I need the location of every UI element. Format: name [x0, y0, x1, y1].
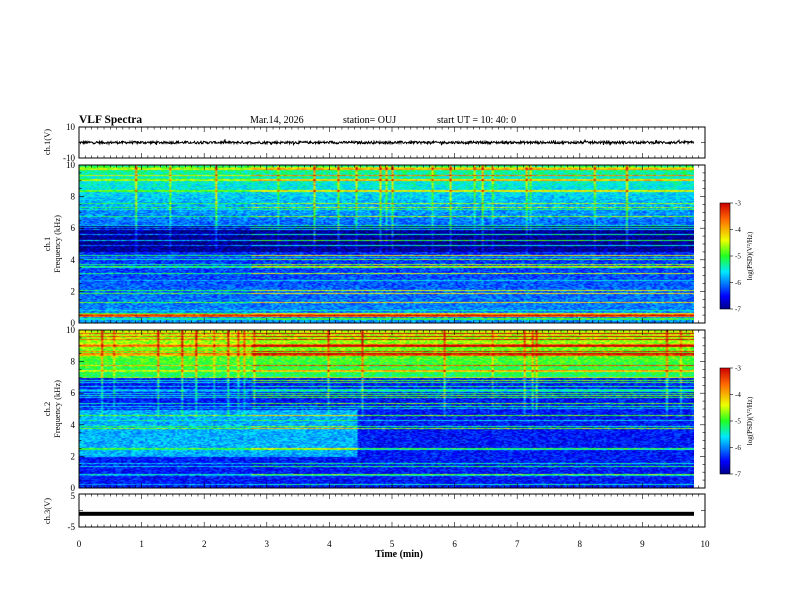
colorbar-tick-label: -4: [735, 391, 741, 399]
ch2-spectrogram-ylabel: ch.2: [42, 402, 52, 416]
ch1-spectrogram-ylabel: ch.1: [42, 237, 52, 251]
ch3-waveform-panel: 5 -5 ch.3(V): [42, 491, 706, 532]
ch2-spectrogram-ticks: [78, 329, 706, 489]
frequency-tick-label: 8: [71, 357, 76, 367]
ch3-waveform-trace: [79, 511, 694, 516]
time-tick-label: 5: [390, 539, 395, 549]
ch1-frequency-axis-label: Frequency (kHz): [52, 215, 62, 273]
time-tick-label: 7: [515, 539, 520, 549]
ch3-ytick-top: 5: [71, 491, 76, 501]
ch2-frequency-tick-labels: 0 2 4 6 8 10: [66, 325, 76, 493]
colorbar-tick-label: -6: [735, 444, 741, 452]
start-time-label: start UT = 10: 40: 0: [437, 115, 516, 126]
ch2-spectrogram-image: [79, 330, 694, 488]
colorbar-tick-label: -3: [735, 365, 741, 373]
frequency-tick-label: 10: [66, 325, 76, 335]
frequency-tick-label: 6: [71, 223, 76, 233]
frequency-tick-label: 6: [71, 388, 76, 398]
time-tick-labels: 0 1 2 3 4 5 6 7 8 9 10: [77, 539, 710, 549]
time-axis-label: Time (min): [375, 549, 423, 560]
time-tick-label: 8: [578, 539, 583, 549]
ch3-ylabel: ch.3(V): [42, 498, 52, 524]
ch1-colorbar: [719, 202, 731, 310]
station-label: station= OUJ: [343, 115, 396, 126]
ch1-frequency-tick-labels: 0 2 4 6 8 10: [66, 160, 76, 328]
ch1-ytick-top: 10: [66, 122, 76, 132]
ch1-spectrogram-ticks: [78, 164, 706, 324]
colorbar-tick-label: -4: [735, 226, 741, 234]
frequency-tick-label: 4: [71, 255, 76, 265]
colorbar-tick-label: -5: [735, 418, 741, 426]
ch2-frequency-axis-label: Frequency (kHz): [52, 380, 62, 438]
time-tick-label: 3: [265, 539, 270, 549]
frequency-tick-label: 10: [66, 160, 76, 170]
ch2-colorbar-label: log(PSD)(V²/Hz): [746, 396, 754, 445]
time-tick-label: 6: [452, 539, 457, 549]
figure-title: VLF Spectra: [79, 114, 142, 126]
time-tick-label: 2: [202, 539, 207, 549]
frequency-tick-label: 0: [71, 483, 76, 493]
time-tick-label: 10: [701, 539, 711, 549]
ch1-axis-ticks: [78, 127, 706, 158]
ch1-spectrogram-image: [79, 165, 694, 323]
date-label: Mar.14, 2026: [250, 115, 304, 126]
frequency-tick-label: 2: [71, 451, 76, 461]
time-tick-label: 1: [139, 539, 144, 549]
ch2-colorbar-ticks: -3 -4 -5 -6 -7: [730, 365, 741, 479]
ch1-ytick-bottom: -10: [63, 153, 75, 163]
ch1-waveform-trace: [78, 138, 695, 147]
colorbar-tick-label: -6: [735, 279, 741, 287]
ch1-colorbar-label: log(PSD)(V²/Hz): [746, 231, 754, 280]
time-tick-label: 9: [640, 539, 645, 549]
frequency-tick-label: 4: [71, 420, 76, 430]
time-tick-label: 4: [327, 539, 332, 549]
frequency-tick-label: 8: [71, 192, 76, 202]
ch1-ylabel: ch.1(V): [42, 129, 52, 155]
ch1-waveform-panel: 10 -10 ch.1(V): [42, 122, 706, 163]
frequency-tick-label: 2: [71, 286, 76, 296]
ch2-colorbar: [719, 367, 731, 475]
frequency-tick-label: 0: [71, 318, 76, 328]
ch1-colorbar-ticks: -3 -4 -5 -6 -7: [730, 200, 741, 314]
colorbar-tick-label: -3: [735, 200, 741, 208]
colorbar-tick-label: -7: [735, 471, 741, 479]
colorbar-tick-label: -7: [735, 306, 741, 314]
ch3-axis-ticks: [78, 494, 706, 527]
time-tick-label: 0: [77, 539, 82, 549]
colorbar-tick-label: -5: [735, 253, 741, 261]
ch3-ytick-bottom: -5: [68, 522, 76, 532]
